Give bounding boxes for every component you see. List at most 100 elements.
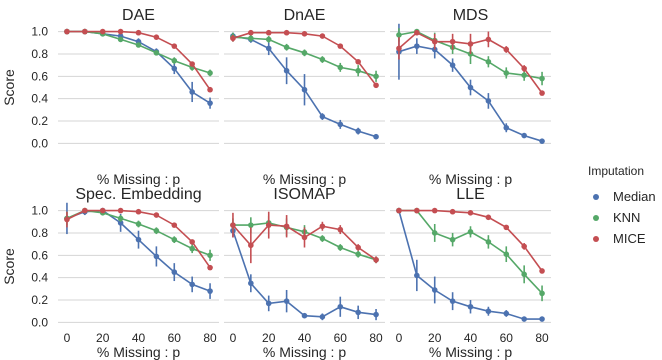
- subplot: ISOMAP 0 20 40 60 80 % Missing : p: [224, 186, 385, 360]
- data-point: [301, 234, 308, 241]
- data-point: [414, 207, 420, 214]
- data-point: [248, 35, 254, 42]
- series-mice: [64, 207, 213, 271]
- data-point: [355, 309, 361, 316]
- data-point: [189, 245, 195, 252]
- data-point: [283, 44, 290, 51]
- data-point: [431, 38, 438, 45]
- x-tick-label: 60: [168, 331, 182, 345]
- data-point: [539, 75, 545, 82]
- data-point: [449, 298, 456, 304]
- legend-entry: KNN: [593, 210, 640, 225]
- legend-marker: [593, 236, 599, 242]
- data-point: [248, 280, 254, 287]
- subplot-title: Spec. Embedding: [75, 186, 201, 203]
- data-point: [153, 253, 160, 260]
- x-axis-label: % Missing : p: [429, 344, 512, 360]
- data-point: [373, 82, 379, 89]
- data-point: [485, 98, 492, 104]
- data-point: [82, 207, 88, 214]
- series-median: [396, 207, 545, 322]
- y-tick-label: 0.0: [31, 315, 48, 329]
- data-point: [373, 133, 379, 140]
- data-point: [539, 316, 545, 322]
- series-line: [398, 209, 543, 272]
- subplot: LLE 0 20 40 60 80 % Missing : p: [390, 186, 551, 360]
- series-knn: [64, 28, 213, 77]
- legend-marker: [593, 215, 599, 221]
- data-point: [485, 58, 492, 65]
- data-point: [485, 308, 492, 315]
- data-point: [503, 310, 510, 317]
- data-point: [319, 223, 326, 230]
- legend-entry: MICE: [593, 231, 646, 246]
- x-tick-label: 0: [230, 331, 237, 345]
- data-point: [171, 43, 178, 49]
- data-point: [319, 235, 326, 242]
- data-point: [355, 244, 361, 251]
- data-point: [431, 230, 438, 236]
- x-tick-label: 80: [369, 331, 383, 345]
- y-tick-label: 0.4: [31, 271, 48, 285]
- data-point: [117, 220, 124, 226]
- data-point: [135, 42, 142, 48]
- data-point: [449, 236, 456, 243]
- x-axis-label: % Missing : p: [97, 344, 180, 360]
- data-point: [337, 244, 344, 251]
- data-point: [171, 236, 178, 243]
- legend-entry: Median: [593, 189, 656, 204]
- data-point: [265, 222, 272, 228]
- data-point: [521, 65, 527, 72]
- series-knn: [396, 207, 545, 302]
- y-tick-label: 1.0: [31, 204, 48, 218]
- data-point: [337, 226, 344, 233]
- data-point: [396, 32, 402, 38]
- data-point: [467, 210, 474, 216]
- data-point: [283, 298, 290, 304]
- data-point: [283, 29, 290, 36]
- series-median: [230, 32, 379, 140]
- data-point: [171, 222, 178, 228]
- x-tick-label: 0: [64, 331, 71, 345]
- series-mice: [230, 29, 379, 89]
- data-point: [539, 90, 545, 96]
- data-point: [414, 272, 420, 279]
- data-point: [503, 46, 510, 53]
- data-point: [467, 41, 474, 47]
- data-point: [396, 45, 402, 52]
- data-point: [337, 43, 344, 49]
- data-point: [521, 271, 527, 278]
- data-point: [153, 227, 160, 234]
- y-tick-label: 0.0: [31, 136, 48, 150]
- subplot: DnAE % Missing : p: [224, 7, 385, 187]
- series-mice: [396, 207, 545, 274]
- data-point: [135, 221, 142, 227]
- data-point: [373, 311, 379, 318]
- data-point: [414, 29, 420, 36]
- data-point: [431, 207, 438, 214]
- data-point: [503, 251, 510, 257]
- data-point: [503, 224, 510, 231]
- data-point: [248, 222, 254, 228]
- y-axis-label: Score: [1, 69, 17, 106]
- data-point: [117, 36, 124, 43]
- legend-entries: Median KNN MICE: [593, 189, 656, 246]
- y-tick-label: 0.2: [31, 293, 48, 307]
- data-point: [189, 89, 195, 95]
- data-point: [117, 215, 124, 222]
- data-point: [117, 28, 124, 35]
- data-point: [135, 236, 142, 243]
- x-axis-label: % Missing : p: [263, 171, 346, 187]
- data-point: [373, 73, 379, 80]
- data-point: [189, 61, 195, 67]
- data-point: [135, 208, 142, 215]
- data-point: [319, 56, 326, 63]
- x-tick-label: 0: [396, 331, 403, 345]
- y-tick-label: 1.0: [31, 25, 48, 39]
- data-point: [207, 70, 213, 76]
- subplot-title: LLE: [456, 186, 484, 203]
- data-point: [283, 223, 290, 230]
- data-point: [207, 288, 213, 294]
- data-point: [485, 239, 492, 245]
